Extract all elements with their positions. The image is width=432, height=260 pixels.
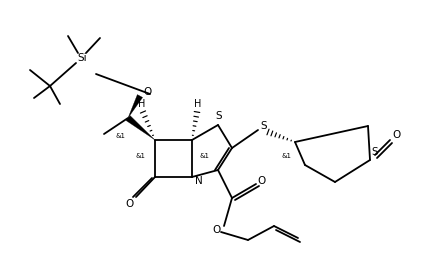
- Text: &1: &1: [135, 153, 145, 159]
- Text: S: S: [216, 111, 222, 121]
- Text: &1: &1: [282, 153, 292, 159]
- Text: S: S: [260, 121, 267, 131]
- Text: O: O: [125, 199, 133, 209]
- Polygon shape: [128, 95, 143, 118]
- Polygon shape: [126, 115, 155, 140]
- Text: O: O: [393, 130, 401, 140]
- Text: &1: &1: [115, 133, 125, 139]
- Text: H: H: [138, 99, 146, 109]
- Text: S: S: [372, 147, 378, 157]
- Text: O: O: [213, 225, 221, 235]
- Text: O: O: [258, 176, 266, 186]
- Text: &1: &1: [199, 153, 209, 159]
- Text: O: O: [143, 87, 151, 97]
- Text: Si: Si: [77, 53, 87, 63]
- Text: N: N: [195, 176, 203, 186]
- Text: H: H: [194, 99, 202, 109]
